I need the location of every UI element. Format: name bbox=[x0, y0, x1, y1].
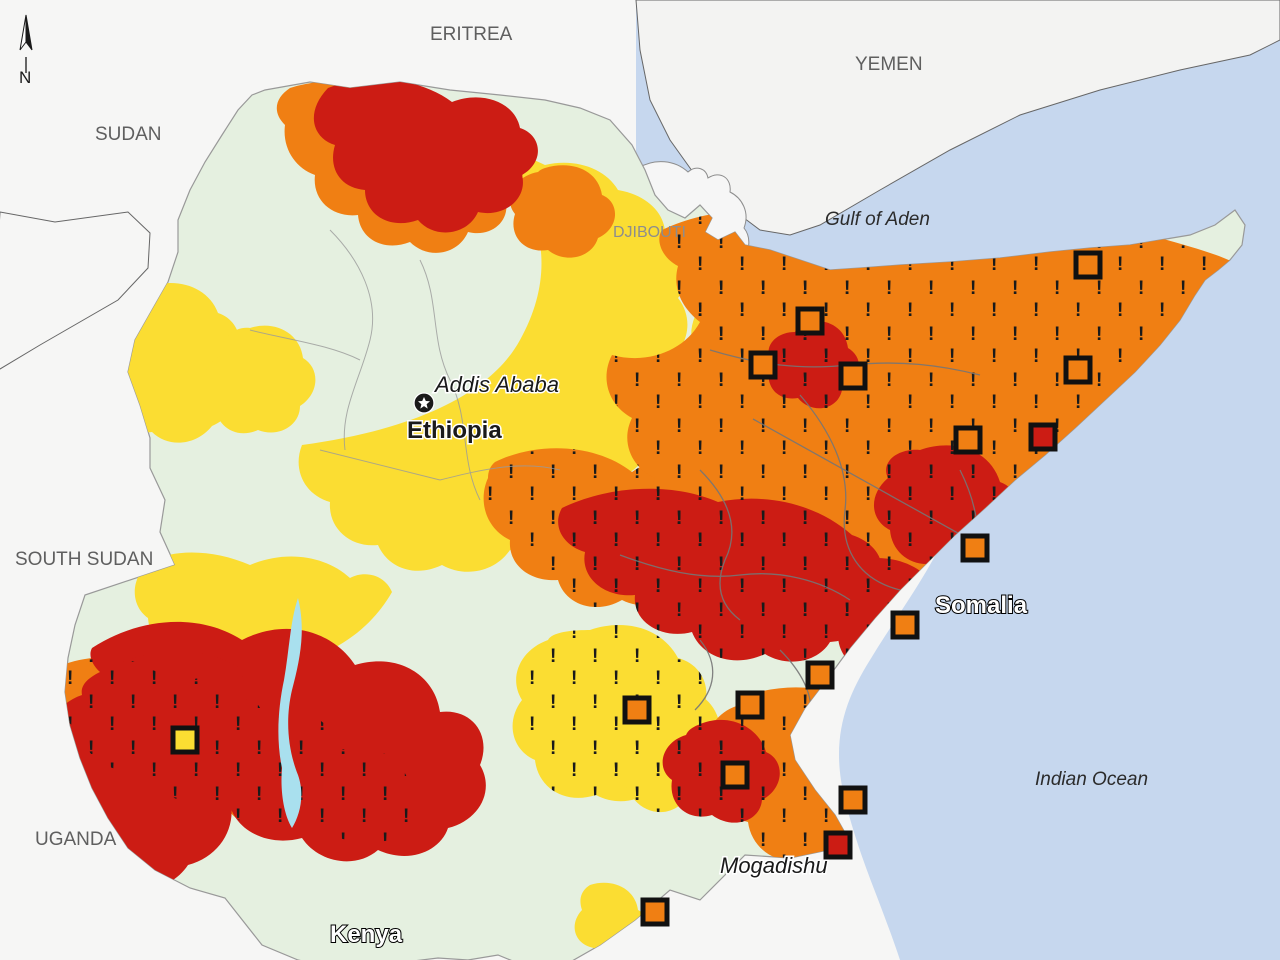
svg-text:Addis Ababa: Addis Ababa bbox=[433, 372, 559, 397]
svg-text:Indian Ocean: Indian Ocean bbox=[1035, 769, 1148, 790]
svg-text:SUDAN: SUDAN bbox=[95, 124, 162, 145]
svg-text:Mogadishu: Mogadishu bbox=[720, 853, 828, 878]
svg-text:N: N bbox=[19, 68, 31, 87]
svg-text:SOUTH SUDAN: SOUTH SUDAN bbox=[15, 549, 153, 570]
svg-text:UGANDA: UGANDA bbox=[35, 829, 117, 850]
svg-text:Somalia: Somalia bbox=[935, 592, 1028, 619]
svg-text:DJIBOUTI: DJIBOUTI bbox=[613, 224, 686, 241]
svg-text:Ethiopia: Ethiopia bbox=[407, 417, 502, 444]
svg-text:Kenya: Kenya bbox=[330, 921, 403, 948]
svg-text:YEMEN: YEMEN bbox=[855, 54, 923, 75]
svg-text:Gulf of Aden: Gulf of Aden bbox=[825, 209, 930, 230]
svg-text:ERITREA: ERITREA bbox=[430, 24, 513, 45]
